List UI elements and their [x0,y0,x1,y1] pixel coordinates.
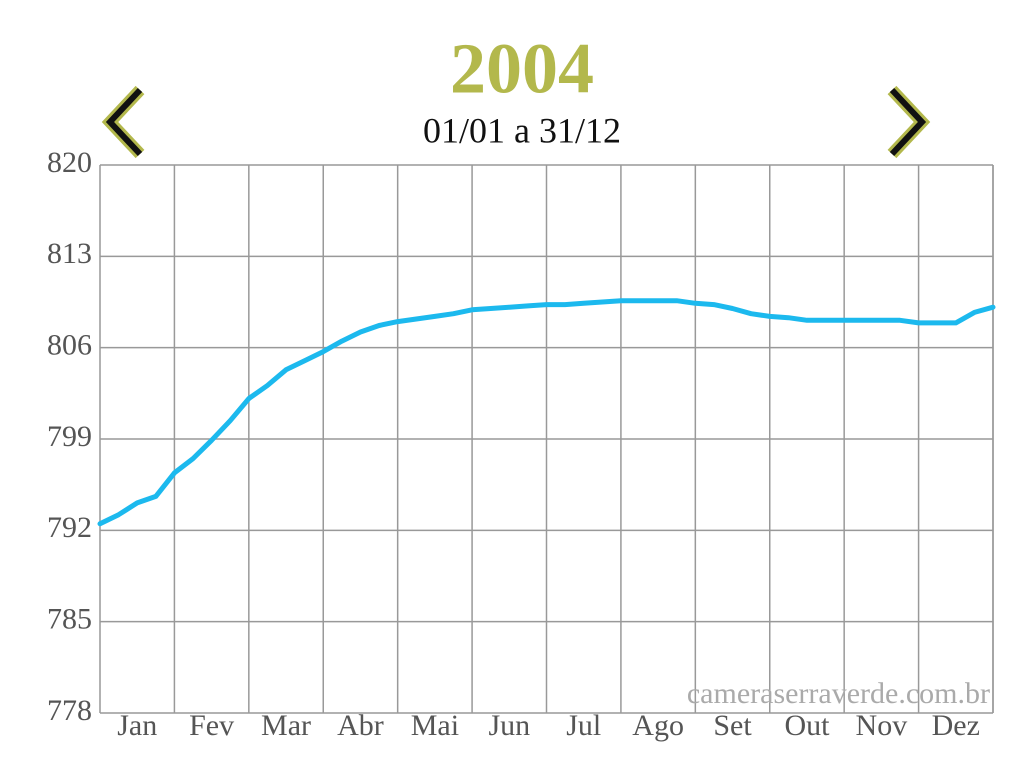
x-tick-label: Ago [632,709,684,742]
data-line [97,298,996,527]
x-tick-label: Abr [337,709,384,742]
next-button[interactable] [887,85,931,159]
watermark: cameraserraverde.com.br [687,677,990,710]
chart-subtitle: 01/01 a 31/12 [423,110,621,150]
prev-button[interactable] [101,85,145,159]
x-tick-label: Nov [856,709,908,742]
y-tick-label: 785 [47,603,92,636]
x-tick-label: Dez [932,709,980,742]
y-tick-label: 820 [47,146,92,179]
y-tick-label: 813 [47,237,92,270]
x-tick-label: Mar [261,709,311,742]
y-tick-label: 799 [47,420,92,453]
x-tick-label: Set [713,709,752,742]
x-tick-label: Out [784,709,830,742]
x-tick-label: Mai [411,709,459,742]
x-tick-label: Fev [189,709,234,742]
x-tick-label: Jan [117,709,157,742]
x-tick-label: Jul [566,709,601,742]
y-tick-label: 806 [47,329,92,362]
chart-title: 2004 [450,29,594,109]
y-tick-label: 778 [47,694,92,727]
y-tick-label: 792 [47,511,92,544]
x-tick-label: Jun [488,709,530,742]
